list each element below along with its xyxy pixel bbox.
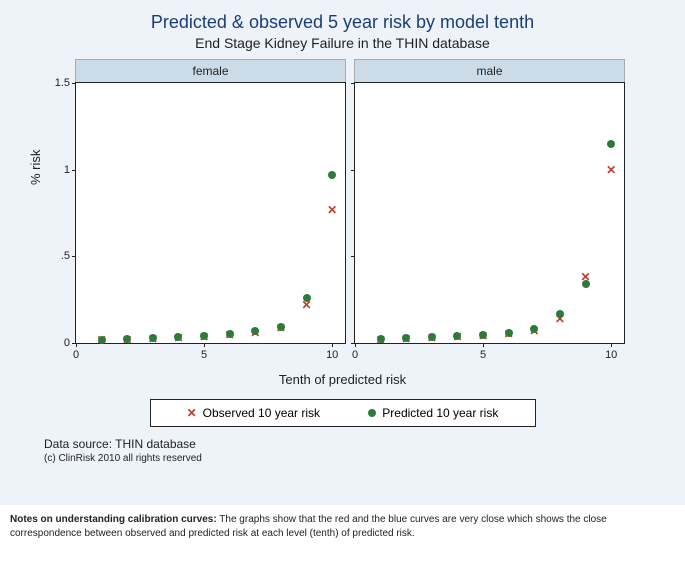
- data-source: Data source: THIN database: [44, 437, 685, 451]
- predicted-point: [556, 310, 564, 318]
- y-tick-label: 0: [64, 337, 70, 349]
- x-tick: [355, 343, 356, 347]
- x-tick-label: 10: [605, 349, 617, 361]
- legend: ✕ Observed 10 year risk Predicted 10 yea…: [150, 399, 536, 427]
- chart-title: Predicted & observed 5 year risk by mode…: [0, 0, 685, 33]
- predicted-point: [123, 335, 131, 343]
- notes-section: Notes on understanding calibration curve…: [0, 505, 685, 552]
- panel-male: male0510✕✕✕✕✕✕✕✕✕✕: [354, 59, 625, 344]
- panel-female: female0.511.50510✕✕✕✕✕✕✕✕✕✕: [75, 59, 346, 344]
- y-tick: [72, 83, 76, 84]
- x-marker-icon: ✕: [187, 407, 197, 419]
- y-axis-label: % risk: [28, 150, 43, 185]
- predicted-point: [149, 334, 157, 342]
- y-tick-label: 1.5: [55, 77, 70, 89]
- notes-heading: Notes on understanding calibration curve…: [10, 514, 217, 525]
- legend-observed: ✕ Observed 10 year risk: [187, 406, 320, 420]
- copyright: (c) ClinRisk 2010 all rights reserved: [44, 453, 685, 464]
- legend-predicted-label: Predicted 10 year risk: [382, 406, 498, 420]
- y-tick: [351, 256, 355, 257]
- x-tick: [332, 343, 333, 347]
- plot-area: 0510✕✕✕✕✕✕✕✕✕✕: [354, 82, 625, 344]
- x-tick-label: 5: [201, 349, 207, 361]
- predicted-point: [479, 331, 487, 339]
- y-tick: [351, 170, 355, 171]
- x-tick-label: 5: [480, 349, 486, 361]
- y-tick: [72, 256, 76, 257]
- predicted-point: [328, 171, 336, 179]
- chart-subtitle: End Stage Kidney Failure in the THIN dat…: [0, 35, 685, 51]
- y-tick: [351, 83, 355, 84]
- plot-area: 0.511.50510✕✕✕✕✕✕✕✕✕✕: [75, 82, 346, 344]
- predicted-point: [505, 329, 513, 337]
- predicted-point: [251, 327, 259, 335]
- chart-container: Predicted & observed 5 year risk by mode…: [0, 0, 685, 505]
- predicted-point: [200, 332, 208, 340]
- legend-predicted: Predicted 10 year risk: [368, 406, 498, 420]
- predicted-point: [174, 333, 182, 341]
- x-tick: [76, 343, 77, 347]
- predicted-point: [303, 294, 311, 302]
- predicted-point: [277, 323, 285, 331]
- predicted-point: [607, 140, 615, 148]
- predicted-point: [98, 336, 106, 344]
- predicted-point: [530, 325, 538, 333]
- y-tick-label: .5: [61, 250, 70, 262]
- observed-point: ✕: [327, 204, 337, 216]
- panel-header: male: [354, 59, 625, 82]
- x-tick: [483, 343, 484, 347]
- panel-header: female: [75, 59, 346, 82]
- predicted-point: [402, 334, 410, 342]
- x-tick-label: 10: [326, 349, 338, 361]
- x-tick-label: 0: [73, 349, 79, 361]
- observed-point: ✕: [606, 164, 616, 176]
- predicted-point: [377, 335, 385, 343]
- predicted-point: [226, 330, 234, 338]
- predicted-point: [453, 332, 461, 340]
- y-tick: [72, 170, 76, 171]
- x-axis-label: Tenth of predicted risk: [0, 372, 685, 387]
- dot-marker-icon: [368, 409, 376, 417]
- x-tick: [611, 343, 612, 347]
- legend-observed-label: Observed 10 year risk: [203, 406, 320, 420]
- predicted-point: [582, 280, 590, 288]
- x-tick-label: 0: [352, 349, 358, 361]
- predicted-point: [428, 333, 436, 341]
- y-tick-label: 1: [64, 164, 70, 176]
- panel-row: female0.511.50510✕✕✕✕✕✕✕✕✕✕male0510✕✕✕✕✕…: [0, 59, 685, 344]
